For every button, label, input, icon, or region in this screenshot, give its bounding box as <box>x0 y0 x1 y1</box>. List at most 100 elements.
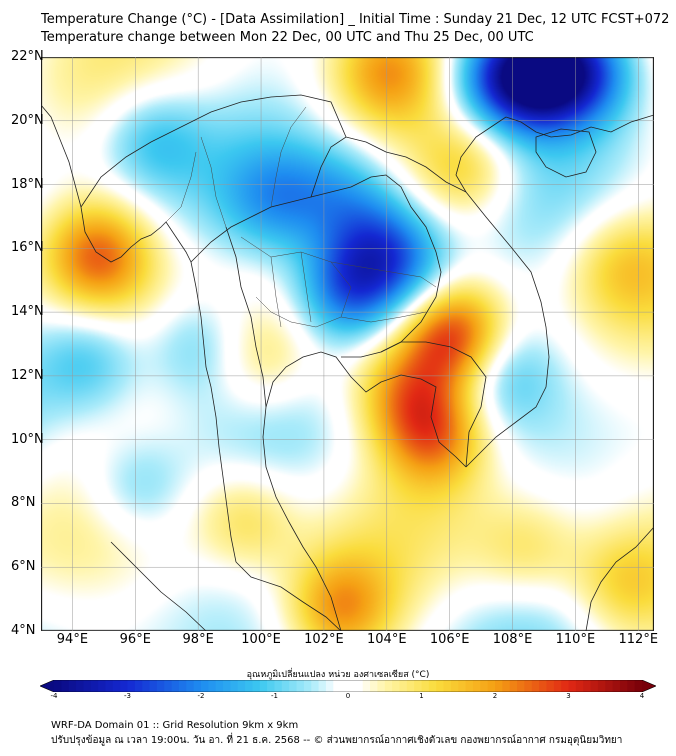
lat-label: 6°N <box>11 559 36 575</box>
colorbar-segment <box>325 680 334 692</box>
border-laos <box>310 136 467 198</box>
colorbar-label: อุณหภูมิเปลี่ยนแปลง หน่วย องศาเซลเซียส (… <box>246 670 430 680</box>
colorbar-tick: -1 <box>271 692 278 700</box>
colorbar-segment <box>127 680 136 692</box>
coastline-myanmar-west <box>41 104 237 563</box>
colorbar <box>40 680 656 692</box>
lon-label: 94°E <box>56 632 89 647</box>
colorbar-segment <box>223 680 231 692</box>
colorbar-segment <box>517 680 525 692</box>
hainan-island <box>535 128 597 178</box>
colorbar-segment <box>90 680 99 692</box>
colorbar-segment <box>193 680 202 692</box>
colorbar-segment <box>480 680 489 692</box>
map-subtitle: Temperature change between Mon 22 Dec, 0… <box>41 30 534 45</box>
lon-label: 98°E <box>182 632 214 647</box>
colorbar-segment <box>399 680 408 692</box>
colorbar-tick: 4 <box>639 692 645 700</box>
colorbar-segment <box>237 680 246 692</box>
map-panel <box>41 57 654 631</box>
colorbar-segment <box>355 680 364 692</box>
colorbar-segment <box>605 680 614 692</box>
colorbar-tick: -2 <box>197 692 205 700</box>
lon-label: 102°E <box>304 632 344 647</box>
colorbar-segment <box>370 680 378 692</box>
lon-label: 112°E <box>618 632 659 647</box>
colorbar-segment <box>230 680 239 692</box>
colorbar-segment <box>450 680 459 692</box>
colorbar-segment <box>436 680 445 692</box>
colorbar-segment <box>575 680 584 692</box>
lon-label: 106°E <box>429 632 470 647</box>
coastline-sumatra <box>110 541 207 631</box>
lat-label: 18°N <box>11 176 44 192</box>
colorbar-segment <box>171 680 180 692</box>
colorbar-min-extend <box>40 680 54 692</box>
colorbar-segment <box>267 680 276 692</box>
border-cambodia <box>380 341 487 468</box>
colorbar-segment <box>149 680 158 692</box>
colorbar-segment <box>186 680 195 692</box>
colorbar-segment <box>392 680 401 692</box>
coastline-china-south <box>505 114 654 138</box>
colorbar-segment <box>553 680 562 692</box>
border-china <box>80 94 347 208</box>
colorbar-segment <box>68 680 77 692</box>
coastline-borneo <box>585 526 654 631</box>
colorbar-segment <box>561 680 570 692</box>
colorbar-segment <box>208 680 217 692</box>
colorbar-segment <box>362 680 371 692</box>
colorbar-segment <box>634 680 643 692</box>
colorbar-segment <box>311 680 320 692</box>
colorbar-segment <box>377 680 386 692</box>
coastline-vietnam <box>455 116 550 468</box>
colorbar-segment <box>421 680 430 692</box>
colorbar-segment <box>384 680 393 692</box>
temperature-change-field <box>41 57 654 631</box>
colorbar-segment <box>487 680 496 692</box>
colorbar-segment <box>414 680 423 692</box>
colorbar-tick: 1 <box>419 692 424 700</box>
footer-update-info: ปรับปรุงข้อมูล ณ เวลา 19:00น. วัน อา. ที… <box>51 735 623 746</box>
colorbar-segment <box>619 680 628 692</box>
colorbar-tick: -4 <box>50 692 58 700</box>
colorbar-segment <box>252 680 261 692</box>
colorbar-tick: 3 <box>566 692 571 700</box>
lat-label: 10°N <box>11 431 44 447</box>
lon-label: 104°E <box>367 632 407 647</box>
colorbar-segment <box>318 680 327 692</box>
colorbar-segment <box>142 680 151 692</box>
colorbar-segment <box>274 680 283 692</box>
colorbar-segment <box>590 680 599 692</box>
colorbar-segment <box>539 680 548 692</box>
lat-label: 12°N <box>11 367 44 383</box>
colorbar-segment <box>443 680 452 692</box>
colorbar-segment <box>495 680 503 692</box>
lat-label: 16°N <box>11 240 44 256</box>
colorbar-segment <box>134 680 143 692</box>
lat-label: 4°N <box>11 623 36 638</box>
lon-label: 108°E <box>492 632 533 647</box>
colorbar-segment <box>156 680 165 692</box>
lat-label: 22°N <box>11 49 44 64</box>
coastline-peninsula-east <box>235 561 342 631</box>
coastline-gulf-thailand <box>262 351 467 631</box>
colorbar-segment <box>524 680 533 692</box>
colorbar-segment <box>83 680 92 692</box>
colorbar-segment <box>61 680 70 692</box>
lat-label: 8°N <box>11 495 36 511</box>
colorbar-segment <box>627 680 636 692</box>
colorbar-segment <box>568 680 577 692</box>
colorbar-segment <box>289 680 298 692</box>
border-provinces-3 <box>160 106 307 228</box>
border-thailand <box>190 174 442 358</box>
colorbar-segment <box>597 680 606 692</box>
graticule <box>41 57 654 631</box>
colorbar-segment <box>245 680 254 692</box>
colorbar-segment <box>164 680 173 692</box>
colorbar-segment <box>340 680 349 692</box>
lon-label: 96°E <box>119 632 151 647</box>
colorbar-segment <box>54 680 62 692</box>
colorbar-segment <box>333 680 342 692</box>
colorbar-segment <box>303 680 312 692</box>
